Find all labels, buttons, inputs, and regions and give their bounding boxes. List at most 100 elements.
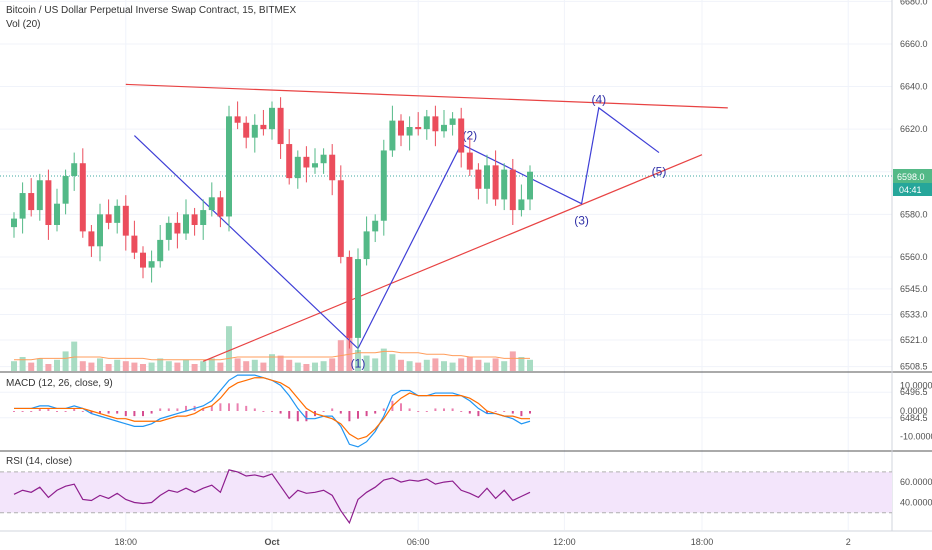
macd-histogram-bar xyxy=(73,408,76,411)
volume-bar xyxy=(234,358,241,371)
candle-body xyxy=(294,156,301,179)
volume-bar xyxy=(183,359,189,371)
candle-body xyxy=(484,165,490,189)
macd-histogram-bar xyxy=(331,408,334,411)
volume-bar xyxy=(11,361,17,371)
candle-body xyxy=(432,116,439,132)
macd-histogram-bar xyxy=(374,411,377,414)
macd-histogram-bar xyxy=(400,403,402,411)
macd-histogram-bar xyxy=(253,408,256,411)
rsi-indicator-label: RSI (14, close) xyxy=(6,456,72,467)
volume-bar xyxy=(492,358,499,371)
macd-histogram-bar xyxy=(142,411,144,417)
bar-countdown-label: 04:41 xyxy=(899,185,922,195)
volume-indicator-label: Vol (20) xyxy=(6,19,40,30)
volume-bar xyxy=(509,351,516,371)
price-tick-label: 6533.0 xyxy=(900,309,928,319)
price-tick-label: 6620.0 xyxy=(900,124,928,134)
current-price-tag xyxy=(893,169,932,183)
price-tick-label: 6508.5 xyxy=(900,362,928,372)
candle-body xyxy=(458,118,465,153)
candle-body xyxy=(363,231,370,260)
candle-body xyxy=(441,124,447,132)
volume-bar xyxy=(432,358,439,371)
macd-histogram-bar xyxy=(21,411,24,412)
macd-histogram-bar xyxy=(202,408,205,411)
candle-body xyxy=(11,218,17,228)
macd-histogram-bar xyxy=(417,411,420,412)
volume-bar xyxy=(389,354,396,371)
time-axis[interactable]: 18:00 Oct 06:00 12:00 18:00 2 xyxy=(115,537,851,547)
volume-bar xyxy=(329,358,336,371)
macd-histogram-bar xyxy=(322,411,325,412)
macd-histogram-bar xyxy=(38,408,41,411)
macd-histogram-bar xyxy=(511,411,514,414)
candle-body xyxy=(337,180,344,257)
macd-histogram-bar xyxy=(382,408,385,411)
candle-body xyxy=(277,107,284,145)
candle-body xyxy=(28,193,35,211)
rsi-line xyxy=(13,469,531,525)
volume-bar xyxy=(191,364,198,371)
volume-bar xyxy=(458,358,465,371)
volume-bars xyxy=(11,303,533,371)
candles xyxy=(11,97,533,353)
candle-body xyxy=(320,154,327,164)
macd-tick-label: 0.0000 xyxy=(900,406,928,416)
candle-body xyxy=(36,180,43,211)
rsi-band xyxy=(0,471,892,513)
candle-body xyxy=(217,197,224,217)
volume-bar xyxy=(294,362,301,371)
price-axis[interactable]: 6598.0 04:41 6484.5 6496.5 6508.5 6521.0 6533.… xyxy=(893,0,932,508)
macd-tick-label: 10.0000 xyxy=(900,380,932,390)
price-tick-label: 6545.0 xyxy=(900,284,928,294)
candle-body xyxy=(122,205,129,236)
candle-body xyxy=(312,163,318,168)
drawing-tools[interactable]: (1) (2) (3) (4) (5) xyxy=(0,83,892,370)
candle-body xyxy=(286,144,293,179)
macd-histogram-bar xyxy=(133,411,136,417)
macd-histogram-bar xyxy=(296,411,299,422)
price-tick-label: 6680.0 xyxy=(900,0,928,6)
volume-bar xyxy=(114,359,121,371)
macd-histogram-bar xyxy=(228,403,230,411)
macd-histogram-bar xyxy=(486,411,488,414)
macd-histogram-bar xyxy=(357,411,359,419)
candle-body xyxy=(114,205,121,223)
candle-body xyxy=(88,231,95,247)
volume-bar xyxy=(148,362,155,371)
candle-body xyxy=(398,120,404,136)
macd-histogram-bar xyxy=(47,408,50,411)
volume-bar xyxy=(363,355,370,371)
macd-histogram-bar xyxy=(494,411,497,412)
macd-histogram-bar xyxy=(451,408,454,411)
volume-bar xyxy=(36,358,43,371)
candle-body xyxy=(226,116,232,217)
wave-label: (1) xyxy=(351,356,366,370)
volume-bar xyxy=(303,364,310,371)
price-tick-label: 6580.0 xyxy=(900,209,928,219)
volume-bar xyxy=(269,354,275,371)
trend-line xyxy=(202,154,703,362)
candle-body xyxy=(501,169,508,200)
volume-bar xyxy=(380,348,387,371)
candle-body xyxy=(191,214,198,225)
macd-histogram-bar xyxy=(167,408,170,411)
signal-line xyxy=(14,377,530,440)
macd-histogram-bar xyxy=(529,411,531,414)
macd-histogram-bar xyxy=(64,411,67,412)
time-tick-label: 2 xyxy=(846,537,851,547)
candle-body xyxy=(423,116,430,130)
macd-histogram-bar xyxy=(30,411,33,412)
volume-bar xyxy=(200,361,207,371)
macd-pane xyxy=(13,374,531,448)
volume-bar xyxy=(466,357,473,371)
rsi-tick-label: 40.0000 xyxy=(900,498,932,508)
candle-body xyxy=(466,152,473,170)
candle-body xyxy=(449,118,456,125)
volume-bar xyxy=(71,341,78,371)
time-tick-label: 06:00 xyxy=(407,537,430,547)
wave-label: (3) xyxy=(574,214,589,228)
volume-bar xyxy=(54,359,60,371)
